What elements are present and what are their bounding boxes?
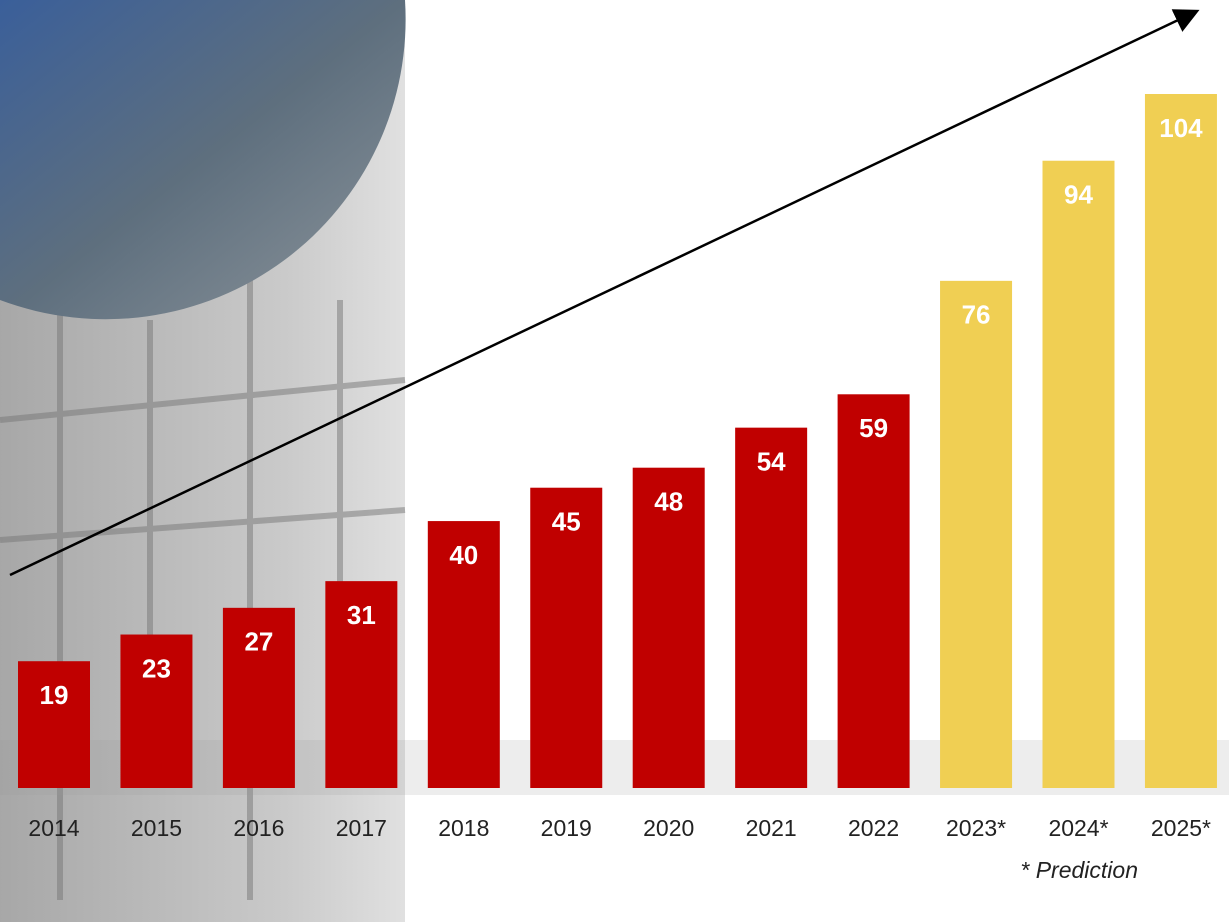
bar-shadow [0, 740, 1229, 795]
x-tick-label: 2021 [746, 815, 797, 841]
value-label: 31 [347, 600, 376, 630]
footnote: * Prediction [1020, 857, 1138, 883]
x-tick-label: 2019 [541, 815, 592, 841]
x-tick-label: 2015 [131, 815, 182, 841]
value-label: 23 [142, 653, 171, 683]
value-label: 40 [449, 540, 478, 570]
value-label: 48 [654, 487, 683, 517]
bar [18, 661, 90, 788]
trend-arrow [9, 9, 1200, 577]
value-label: 94 [1064, 180, 1093, 210]
background-structure [0, 280, 406, 900]
bar [837, 394, 910, 788]
x-tick-label: 2016 [233, 815, 284, 841]
x-tick-label: 2024* [1048, 815, 1108, 841]
x-tick-label: 2023* [946, 815, 1006, 841]
value-label: 27 [244, 627, 273, 657]
x-tick-label: 2020 [643, 815, 694, 841]
bar [222, 607, 295, 788]
bar [632, 467, 705, 788]
x-tick-label: 2022 [848, 815, 899, 841]
x-tick-label: 2025* [1151, 815, 1211, 841]
value-label: 19 [40, 680, 69, 710]
bar [530, 487, 603, 788]
bar [1144, 94, 1217, 788]
value-label: 45 [552, 507, 581, 537]
bar [120, 634, 193, 788]
bar [325, 581, 398, 788]
bar [940, 280, 1013, 788]
bar [1042, 160, 1115, 788]
value-label: 76 [962, 300, 991, 330]
value-label: 54 [757, 447, 786, 477]
x-tick-label: 2018 [438, 815, 489, 841]
bar [735, 427, 808, 788]
bar [427, 521, 500, 788]
x-tick-label: 2017 [336, 815, 387, 841]
value-label: 104 [1159, 113, 1203, 143]
inset-photo [0, 0, 406, 320]
x-tick-label: 2014 [28, 815, 79, 841]
value-label: 59 [859, 413, 888, 443]
